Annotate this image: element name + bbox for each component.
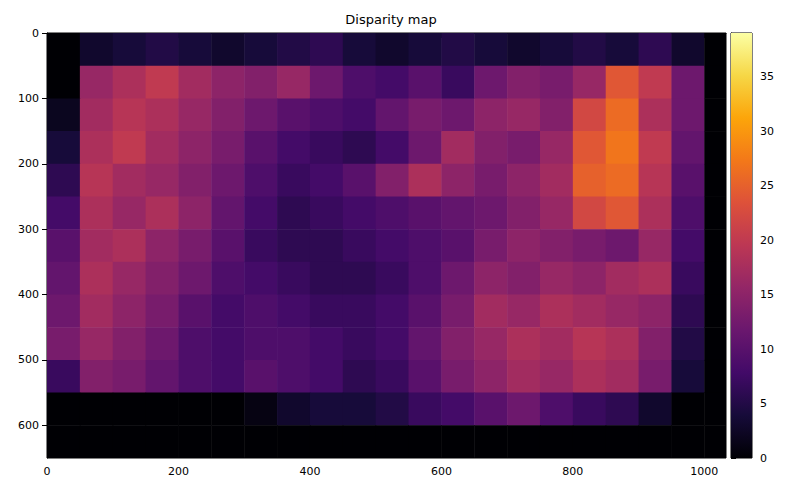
svg-text:300: 300 (18, 223, 39, 236)
svg-text:400: 400 (18, 288, 39, 301)
svg-text:25: 25 (760, 179, 774, 192)
svg-text:600: 600 (18, 419, 39, 432)
svg-text:20: 20 (760, 234, 774, 247)
svg-text:35: 35 (760, 70, 774, 83)
svg-text:800: 800 (562, 465, 583, 478)
svg-text:0: 0 (44, 465, 51, 478)
svg-text:1000: 1000 (690, 465, 718, 478)
svg-text:600: 600 (431, 465, 452, 478)
svg-text:30: 30 (760, 125, 774, 138)
svg-text:15: 15 (760, 288, 774, 301)
svg-text:0: 0 (32, 27, 39, 40)
svg-text:10: 10 (760, 343, 774, 356)
svg-text:Disparity map: Disparity map (345, 12, 436, 27)
svg-text:5: 5 (760, 397, 767, 410)
svg-text:400: 400 (299, 465, 320, 478)
svg-text:200: 200 (168, 465, 189, 478)
svg-text:500: 500 (18, 353, 39, 366)
svg-text:100: 100 (18, 92, 39, 105)
svg-text:200: 200 (18, 157, 39, 170)
svg-text:0: 0 (760, 452, 767, 465)
